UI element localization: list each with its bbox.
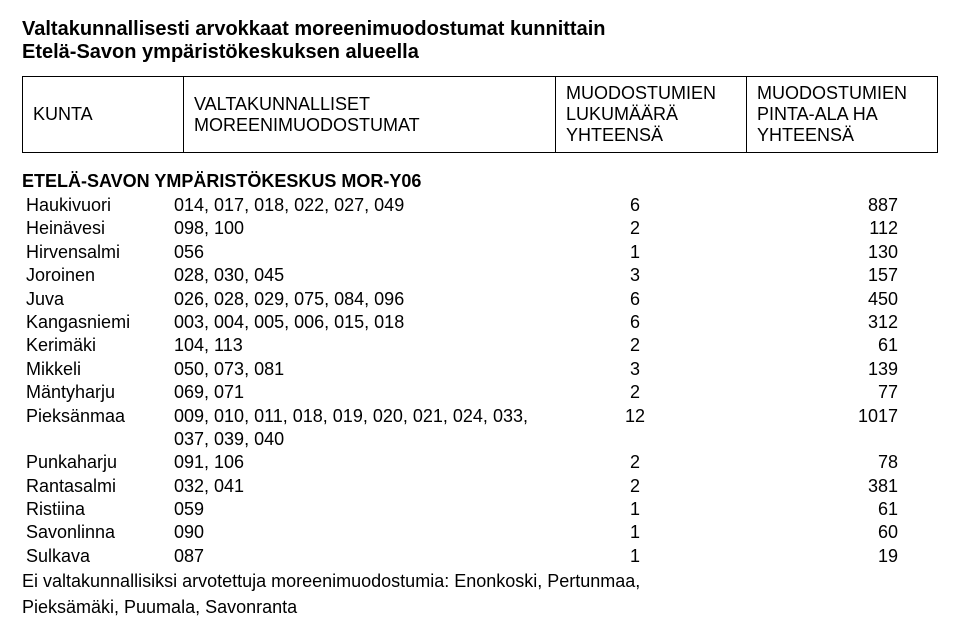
footer-line2: Pieksämäki, Puumala, Savonranta [22, 596, 938, 619]
cell-count: 1 [546, 498, 724, 521]
cell-count: 6 [546, 194, 724, 217]
cell-count: 3 [546, 264, 724, 287]
cell-count: 2 [546, 334, 724, 357]
cell-municipality: Heinävesi [22, 217, 170, 240]
cell-codes: 056 [170, 241, 546, 264]
data-table: Haukivuori014, 017, 018, 022, 027, 04968… [22, 194, 938, 568]
cell-municipality: Joroinen [22, 264, 170, 287]
header-table: KUNTA VALTAKUNNALLISET MOREENIMUODOSTUMA… [22, 76, 938, 153]
cell-count: 2 [546, 451, 724, 474]
cell-area: 1017 [724, 405, 938, 452]
section-title: ETELÄ-SAVON YMPÄRISTÖKESKUS MOR-Y06 [22, 171, 938, 192]
cell-municipality: Punkaharju [22, 451, 170, 474]
cell-municipality: Mäntyharju [22, 381, 170, 404]
cell-codes: 087 [170, 545, 546, 568]
cell-area: 312 [724, 311, 938, 334]
header-col-area: MUODOSTUMIEN PINTA-ALA HA YHTEENSÄ [747, 77, 938, 153]
table-row: Kerimäki104, 113261 [22, 334, 938, 357]
cell-codes: 032, 041 [170, 475, 546, 498]
table-row: Mikkeli050, 073, 0813139 [22, 358, 938, 381]
cell-count: 6 [546, 288, 724, 311]
table-row: Sulkava087119 [22, 545, 938, 568]
cell-codes: 069, 071 [170, 381, 546, 404]
header-col-formations: VALTAKUNNALLISET MOREENIMUODOSTUMAT [184, 77, 556, 153]
table-row: Rantasalmi032, 0412381 [22, 475, 938, 498]
cell-codes: 104, 113 [170, 334, 546, 357]
cell-codes: 091, 106 [170, 451, 546, 474]
cell-area: 61 [724, 334, 938, 357]
table-row: Juva026, 028, 029, 075, 084, 0966450 [22, 288, 938, 311]
cell-count: 6 [546, 311, 724, 334]
table-row: Savonlinna090160 [22, 521, 938, 544]
cell-area: 139 [724, 358, 938, 381]
cell-count: 1 [546, 241, 724, 264]
table-row: Hirvensalmi0561130 [22, 241, 938, 264]
cell-codes: 014, 017, 018, 022, 027, 049 [170, 194, 546, 217]
cell-area: 381 [724, 475, 938, 498]
cell-codes: 098, 100 [170, 217, 546, 240]
cell-count: 2 [546, 381, 724, 404]
cell-count: 2 [546, 217, 724, 240]
footer-line1: Ei valtakunnallisiksi arvotettuja moreen… [22, 570, 938, 593]
cell-area: 887 [724, 194, 938, 217]
cell-count: 1 [546, 545, 724, 568]
cell-municipality: Ristiina [22, 498, 170, 521]
cell-area: 112 [724, 217, 938, 240]
table-row: Heinävesi098, 1002112 [22, 217, 938, 240]
table-row: Punkaharju091, 106278 [22, 451, 938, 474]
cell-municipality: Pieksänmaa [22, 405, 170, 452]
cell-count: 3 [546, 358, 724, 381]
cell-area: 77 [724, 381, 938, 404]
header-col-municipality: KUNTA [23, 77, 184, 153]
cell-area: 130 [724, 241, 938, 264]
cell-count: 1 [546, 521, 724, 544]
cell-municipality: Juva [22, 288, 170, 311]
cell-codes: 003, 004, 005, 006, 015, 018 [170, 311, 546, 334]
cell-municipality: Mikkeli [22, 358, 170, 381]
cell-codes: 028, 030, 045 [170, 264, 546, 287]
cell-municipality: Rantasalmi [22, 475, 170, 498]
cell-codes: 026, 028, 029, 075, 084, 096 [170, 288, 546, 311]
cell-area: 78 [724, 451, 938, 474]
cell-codes: 009, 010, 011, 018, 019, 020, 021, 024, … [170, 405, 546, 452]
cell-codes: 059 [170, 498, 546, 521]
header-col-count: MUODOSTUMIEN LUKUMÄÄRÄ YHTEENSÄ [556, 77, 747, 153]
cell-municipality: Sulkava [22, 545, 170, 568]
cell-codes: 090 [170, 521, 546, 544]
cell-municipality: Haukivuori [22, 194, 170, 217]
cell-municipality: Savonlinna [22, 521, 170, 544]
table-row: Pieksänmaa009, 010, 011, 018, 019, 020, … [22, 405, 938, 452]
table-row: Joroinen028, 030, 0453157 [22, 264, 938, 287]
table-row: Mäntyharju069, 071277 [22, 381, 938, 404]
page-title-line2: Etelä-Savon ympäristökeskuksen alueella [22, 41, 938, 64]
cell-area: 61 [724, 498, 938, 521]
cell-area: 157 [724, 264, 938, 287]
table-row: Kangasniemi003, 004, 005, 006, 015, 0186… [22, 311, 938, 334]
cell-area: 19 [724, 545, 938, 568]
table-row: Ristiina059161 [22, 498, 938, 521]
cell-area: 450 [724, 288, 938, 311]
cell-municipality: Hirvensalmi [22, 241, 170, 264]
cell-municipality: Kangasniemi [22, 311, 170, 334]
cell-municipality: Kerimäki [22, 334, 170, 357]
table-row: Haukivuori014, 017, 018, 022, 027, 04968… [22, 194, 938, 217]
cell-codes: 050, 073, 081 [170, 358, 546, 381]
cell-count: 12 [546, 405, 724, 452]
cell-count: 2 [546, 475, 724, 498]
cell-area: 60 [724, 521, 938, 544]
page-title-line1: Valtakunnallisesti arvokkaat moreenimuod… [22, 18, 938, 41]
